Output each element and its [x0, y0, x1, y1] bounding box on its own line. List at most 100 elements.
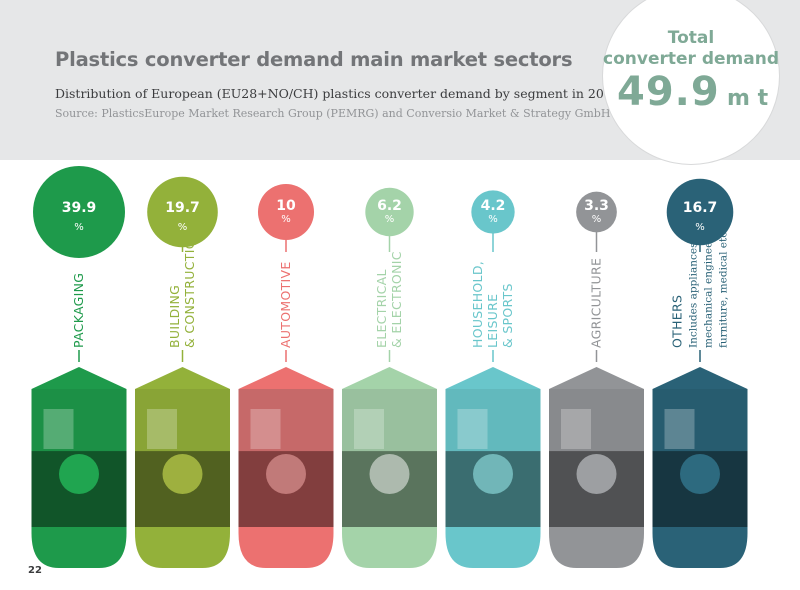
- photo-highlight: [135, 389, 230, 452]
- photo-detail: [561, 409, 591, 449]
- segment-cap: [652, 527, 748, 568]
- segment-percent-sign: %: [488, 214, 498, 225]
- photo-highlight: [652, 389, 748, 452]
- segment-value-label: 4.2: [481, 198, 506, 214]
- segment-description-line: mechanical engineering,: [703, 217, 715, 348]
- segment-strawberries: AGRICULTURE 3.3%: [549, 191, 644, 568]
- sneakers-photo: [445, 389, 541, 527]
- segment-value-label: 6.2: [377, 198, 402, 214]
- total-value: 49.9: [617, 69, 720, 115]
- photo-detail: [43, 409, 74, 449]
- photo-highlight: [342, 389, 437, 452]
- segment-label-line: & CONSTRUCTION: [182, 230, 197, 348]
- photo-subject: [266, 454, 306, 494]
- photo-highlight: [549, 389, 644, 452]
- photo-subject: [162, 454, 203, 494]
- devices-desk-photo: [342, 389, 437, 527]
- total-demand-badge: Total converter demand 49.9 m t: [603, 0, 779, 164]
- segment-value-label: 39.9: [62, 200, 97, 216]
- page-title: Plastics converter demand main market se…: [55, 48, 573, 71]
- source-note: Source: PlasticsEurope Market Research G…: [55, 107, 611, 120]
- photo-subject: [680, 454, 720, 494]
- photo-highlight: [31, 389, 127, 452]
- segment-value-bubble: [666, 178, 734, 246]
- label-backing: [276, 252, 296, 350]
- photo-detail: [147, 409, 177, 449]
- segment-cap: [135, 527, 230, 568]
- segment-car-factory: AUTOMOTIVE 10%: [238, 183, 334, 568]
- segment-arrow: [652, 367, 748, 389]
- segment-value-bubble: [471, 190, 515, 234]
- segment-label-line: LEISURE: [485, 294, 500, 348]
- total-unit: m t: [727, 86, 769, 111]
- segment-arrow: [238, 367, 334, 389]
- food-tray-photo: [31, 389, 127, 527]
- segment-arrow: [135, 367, 230, 389]
- page-subtitle: Distribution of European (EU28+NO/CH) pl…: [55, 86, 624, 101]
- label-backing: [587, 252, 606, 350]
- page-number: 22: [28, 565, 42, 576]
- segment-sneakers: HOUSEHOLD, LEISURE & SPORTS 4.2%: [445, 190, 541, 568]
- strawberries-photo: [549, 389, 644, 527]
- segment-label-line: PACKAGING: [71, 273, 86, 348]
- segment-food-tray: PACKAGING 39.9%: [31, 166, 127, 568]
- photo-subject: [473, 454, 513, 494]
- glass-building-photo: [135, 389, 230, 527]
- segment-label-line: OTHERS: [670, 295, 685, 348]
- segment-description-line: Includes appliances,: [688, 239, 700, 348]
- segment-arrow: [31, 367, 127, 389]
- segment-label-line: ELECTRICAL: [374, 269, 389, 348]
- segment-value-bubble: [257, 183, 315, 241]
- label-backing: [69, 252, 89, 350]
- segment-label-line: & SPORTS: [500, 283, 515, 348]
- label-backing: [668, 252, 732, 350]
- segment-description-line: furniture, medical etc.: [718, 229, 730, 348]
- segment-label-line: & ELECTRONIC: [389, 251, 404, 348]
- segment-percent-sign: %: [74, 222, 84, 233]
- car-factory-photo: [238, 389, 334, 527]
- segment-glass-building: BUILDING & CONSTRUCTION 19.7%: [135, 176, 230, 568]
- segment-cap: [549, 527, 644, 568]
- photo-subject: [576, 454, 617, 494]
- label-backing: [165, 252, 200, 350]
- photo-detail: [354, 409, 384, 449]
- segment-arrow: [445, 367, 541, 389]
- segment-arrow: [342, 367, 437, 389]
- segment-value-label: 19.7: [165, 200, 200, 216]
- segment-label-line: AUTOMOTIVE: [278, 261, 293, 348]
- segment-cap: [342, 527, 437, 568]
- photo-subject: [369, 454, 410, 494]
- total-label-line1: Total: [667, 28, 715, 48]
- photo-subject: [59, 454, 99, 494]
- segment-percent-sign: %: [592, 214, 602, 225]
- photo-detail: [664, 409, 695, 449]
- segment-arrow: [549, 367, 644, 389]
- segment-value-label: 10: [276, 198, 296, 214]
- segment-value-bubble: [576, 191, 617, 233]
- segment-value-label: 16.7: [683, 200, 718, 216]
- photo-highlight: [238, 389, 334, 452]
- medical-drip-photo: [652, 389, 748, 527]
- segment-label-line: BUILDING: [167, 285, 182, 348]
- segment-value-bubble: [33, 166, 125, 258]
- segment-devices-desk: ELECTRICAL & ELECTRONIC 6.2%: [342, 187, 437, 568]
- segment-cap: [445, 527, 541, 568]
- segment-cap: [238, 527, 334, 568]
- segment-value-bubble: [365, 187, 414, 237]
- segment-percent-sign: %: [281, 214, 291, 225]
- photo-detail: [250, 409, 281, 449]
- total-label-line2: converter demand: [603, 49, 779, 69]
- segment-cap: [31, 527, 127, 568]
- photo-detail: [457, 409, 488, 449]
- segment-percent-sign: %: [385, 214, 395, 225]
- segment-percent-sign: %: [695, 222, 705, 233]
- segment-medical-drip: OTHERS Includes appliances, mechanical eng…: [652, 178, 748, 568]
- photo-highlight: [445, 389, 541, 452]
- label-backing: [372, 252, 407, 350]
- label-backing: [468, 252, 518, 350]
- segment-value-bubble: [147, 176, 218, 248]
- segment-label-line: HOUSEHOLD,: [470, 261, 485, 348]
- segment-value-label: 3.3: [584, 198, 609, 214]
- segment-percent-sign: %: [178, 222, 188, 233]
